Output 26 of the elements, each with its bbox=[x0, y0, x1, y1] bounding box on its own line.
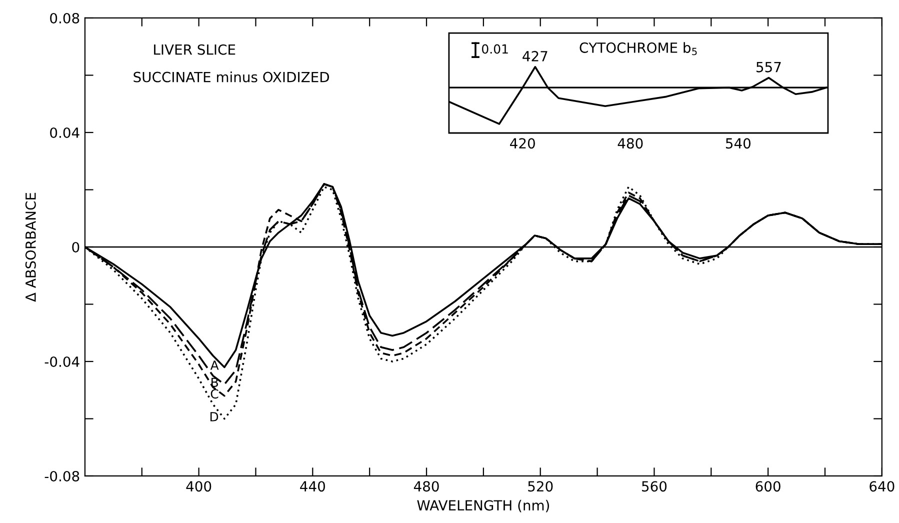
annotation: 557 bbox=[756, 62, 781, 72]
x-tick-label: 420 bbox=[510, 138, 535, 149]
series-label: C bbox=[210, 389, 218, 399]
chart-title: CYTOCHROME b$_{5}$ bbox=[580, 42, 697, 56]
x-tick-label: 540 bbox=[726, 138, 750, 149]
y-tick-label: -0.08 bbox=[44, 470, 80, 482]
y-tick-label: 0.04 bbox=[50, 127, 80, 138]
x-tick-label: 440 bbox=[300, 481, 325, 492]
x-tick-label: 520 bbox=[528, 481, 553, 492]
x-tick-label: 480 bbox=[618, 138, 643, 149]
y-tick-label: 0 bbox=[72, 242, 80, 252]
y-tick-label: 0.08 bbox=[50, 12, 80, 24]
text: LIVER SLICE bbox=[154, 44, 236, 55]
series-label: D bbox=[210, 412, 218, 422]
x-tick-label: 640 bbox=[870, 481, 894, 492]
x-tick-label: 560 bbox=[642, 481, 667, 492]
annotation: 427 bbox=[522, 50, 548, 62]
y-tick-label: -0.04 bbox=[44, 356, 80, 367]
text: SUCCINATE minus OXIDIZED bbox=[134, 72, 329, 82]
y-axis-title: Δ ABSORBANCE bbox=[25, 192, 36, 302]
x-tick-label: 400 bbox=[186, 481, 212, 492]
x-tick-label: 600 bbox=[756, 481, 780, 492]
x-tick-label: 480 bbox=[414, 481, 439, 492]
series-label: A bbox=[210, 360, 219, 370]
x-axis-title: WAVELENGTH (nm) bbox=[417, 500, 550, 512]
annotation: 0.01 bbox=[482, 44, 508, 54]
